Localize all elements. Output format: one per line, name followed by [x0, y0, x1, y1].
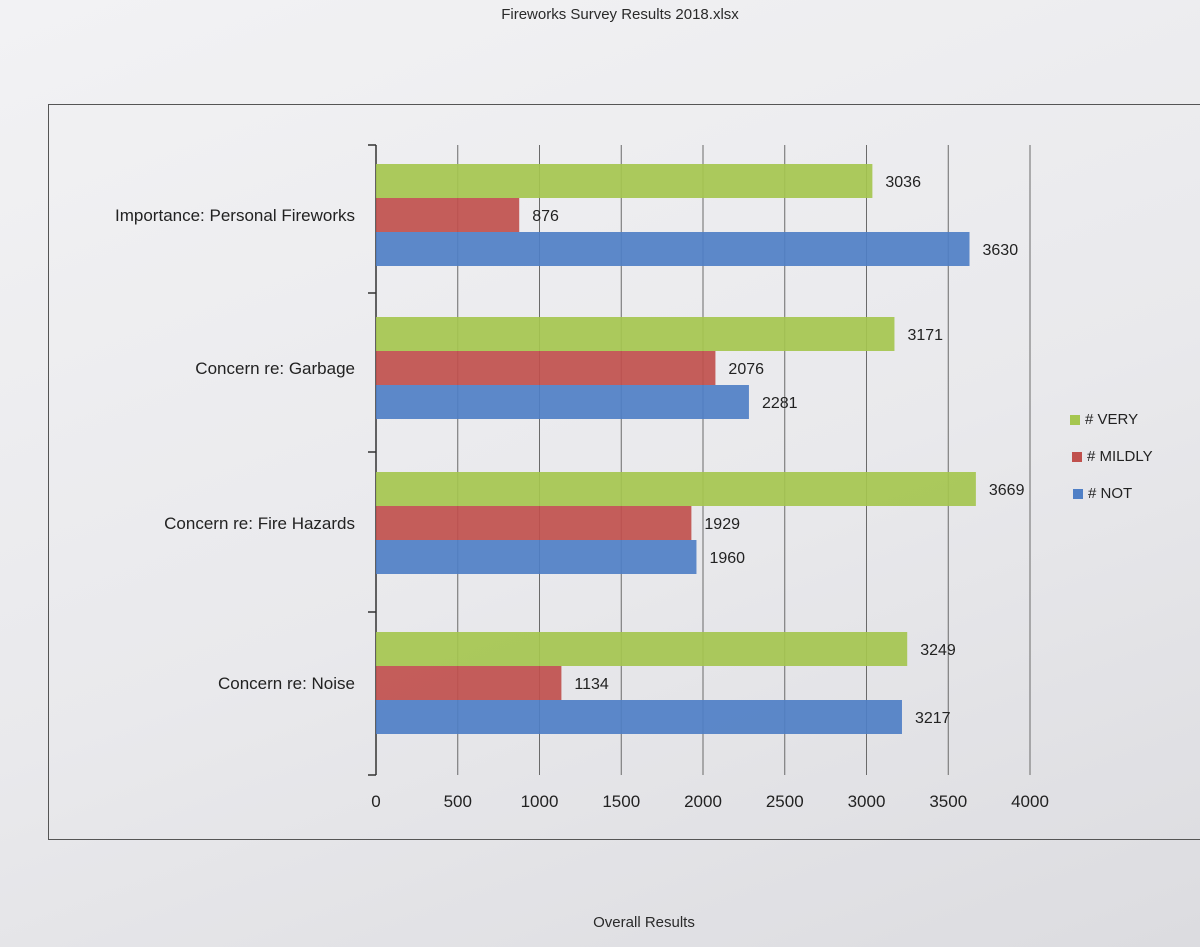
x-tick-label: 2000	[684, 792, 722, 811]
bar-not	[376, 540, 697, 574]
bar-mildly	[376, 506, 692, 540]
bar-mildly	[376, 666, 562, 700]
x-tick-label: 2500	[766, 792, 804, 811]
x-tick-label: 1500	[602, 792, 640, 811]
legend-item-not: # NOT	[1073, 484, 1153, 503]
bar-value-label: 3630	[983, 242, 1019, 259]
x-tick-label: 3500	[929, 792, 967, 811]
bar-very	[376, 317, 895, 351]
chart-frame	[48, 104, 1200, 840]
bar-very	[376, 632, 908, 666]
chart-title: Overall Results	[593, 914, 695, 931]
bar-value-label: 3036	[885, 174, 921, 191]
bar-value-label: 3249	[920, 642, 956, 659]
bars	[376, 164, 976, 734]
data-labels: 3036 876 3630 3171 2076 2281 3669 1929 1960 3249 1…	[532, 174, 1024, 727]
bar-value-label: 3171	[907, 327, 943, 344]
category-label: Concern re: Noise	[218, 674, 355, 693]
bar-very	[376, 164, 873, 198]
bar-not	[376, 700, 902, 734]
legend-swatch-not	[1073, 488, 1083, 499]
category-label: Concern re: Garbage	[195, 359, 355, 378]
bar-mildly	[376, 198, 520, 232]
legend-swatch-very	[1070, 414, 1080, 425]
x-tick-label: 0	[371, 792, 380, 811]
x-tick-label: 500	[444, 792, 472, 811]
legend-item-very: # VERY	[1070, 410, 1153, 429]
legend-label-mildly: # MILDLY	[1087, 448, 1153, 465]
x-axis-ticks: 0 500 1000 1500 2000 2500 3000 3500 4000	[371, 792, 1049, 811]
legend-swatch-mildly	[1072, 451, 1082, 462]
legend-item-mildly: # MILDLY	[1072, 447, 1153, 466]
x-tick-label: 3000	[848, 792, 886, 811]
bar-not	[376, 385, 749, 419]
legend: # VERY # MILDLY # NOT	[1070, 410, 1153, 521]
bar-value-label: 3669	[989, 482, 1025, 499]
bar-not	[376, 232, 970, 266]
bar-value-label: 876	[532, 208, 559, 225]
bar-value-label: 1134	[574, 676, 609, 693]
bar-value-label: 2076	[728, 361, 764, 378]
bar-value-label: 1960	[709, 550, 745, 567]
bar-very	[376, 472, 976, 506]
bar-value-label: 3217	[915, 710, 951, 727]
bar-value-label: 2281	[762, 395, 798, 412]
category-label: Concern re: Fire Hazards	[164, 514, 355, 533]
legend-label-very: # VERY	[1085, 411, 1139, 428]
category-label: Importance: Personal Fireworks	[115, 206, 355, 225]
file-title: Fireworks Survey Results 2018.xlsx	[501, 6, 739, 23]
bar-value-label: 1929	[704, 516, 740, 533]
x-tick-label: 4000	[1011, 792, 1049, 811]
category-labels: Importance: Personal Fireworks Concern re…	[115, 206, 355, 693]
legend-label-not: # NOT	[1088, 485, 1133, 502]
x-tick-label: 1000	[521, 792, 559, 811]
bar-mildly	[376, 351, 716, 385]
